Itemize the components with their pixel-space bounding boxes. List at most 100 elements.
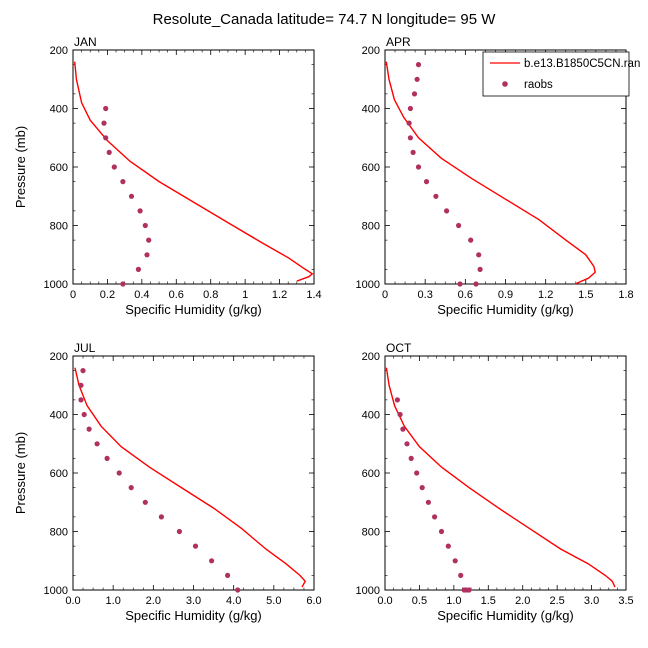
y-tick-label: 800 <box>50 221 68 233</box>
legend-box <box>482 51 630 97</box>
x-tick-label: 0.6 <box>458 289 473 301</box>
obs-point <box>407 135 413 141</box>
x-tick-label: 3.0 <box>186 595 201 607</box>
x-tick-label: 2.0 <box>515 595 530 607</box>
obs-point <box>104 455 110 461</box>
obs-point <box>410 149 416 155</box>
obs-point <box>397 411 403 418</box>
obs-point <box>158 514 164 520</box>
obs-point <box>120 179 126 185</box>
obs-point <box>120 281 126 287</box>
figure-title: Resolute_Canada latitude= 74.7 N longitu… <box>153 11 497 28</box>
y-tick-label: 1000 <box>356 279 380 291</box>
obs-point <box>135 266 141 272</box>
x-tick-label: 0.0 <box>377 595 392 607</box>
y-tick-label: 200 <box>362 351 380 363</box>
y-tick-label: 1000 <box>44 585 68 597</box>
obs-point <box>466 587 472 593</box>
y-tick-label: 600 <box>50 162 68 174</box>
panel-label: JAN <box>74 35 97 49</box>
panel-jan: 0 0.2 0.4 0.6 0.8 1 1.2 1.4 200 400 600 800 1000 JAN S… <box>13 35 322 317</box>
obs-point <box>142 222 148 229</box>
model-series-line <box>385 61 596 284</box>
obs-point <box>111 164 117 170</box>
obs-point <box>400 426 406 432</box>
plot-frame <box>384 355 627 591</box>
obs-point <box>415 62 422 68</box>
x-tick-label: 0 <box>70 289 76 301</box>
panel-oct: 0.0 0.5 1.0 1.5 2.0 2.5 3.0 3.5 200 400 600 800 1000… <box>356 341 634 623</box>
y-tick-label: 600 <box>362 468 380 480</box>
legend-model-label: b.e13.B1850C5CN.ran <box>524 58 640 70</box>
obs-point <box>94 441 100 447</box>
y-tick-label: 400 <box>362 410 380 422</box>
obs-point <box>406 120 412 126</box>
legend: b.e13.B1850C5CN.ran raobs <box>482 51 640 97</box>
panel-label: JUL <box>74 341 96 355</box>
x-tick-label: 1.4 <box>306 289 321 301</box>
obs-point <box>144 252 150 258</box>
obs-point <box>209 558 215 564</box>
x-tick-label: 4.0 <box>226 595 241 607</box>
obs-point <box>394 397 400 403</box>
obs-point <box>86 426 92 432</box>
obs-point <box>445 543 451 549</box>
obs-point <box>103 135 109 141</box>
x-axis-label: Specific Humidity (g/kg) <box>437 302 574 317</box>
obs-point <box>414 76 420 82</box>
x-tick-label: 0.5 <box>412 595 427 607</box>
x-tick-label: 0.4 <box>134 289 149 301</box>
obs-point <box>142 499 148 505</box>
obs-point <box>411 91 418 97</box>
obs-point <box>432 514 438 520</box>
x-axis-label: Specific Humidity (g/kg) <box>125 302 262 317</box>
obs-point <box>116 470 122 476</box>
y-axis-label: Pressure (mb) <box>13 126 28 208</box>
obs-point <box>192 543 199 549</box>
obs-point <box>137 208 143 214</box>
obs-point <box>101 120 107 126</box>
panels: 0 0.2 0.4 0.6 0.8 1 1.2 1.4 200 400 600 800 1000 JAN S… <box>13 35 634 623</box>
obs-point <box>425 499 431 505</box>
model-series-line <box>385 367 616 588</box>
obs-point <box>433 193 439 199</box>
legend-obs-marker <box>502 81 508 87</box>
obs-point <box>415 164 422 170</box>
obs-point <box>128 485 134 491</box>
x-tick-label: 5.0 <box>266 595 281 607</box>
model-series-line <box>74 61 314 282</box>
y-tick-label: 600 <box>362 162 380 174</box>
y-tick-label: 400 <box>50 104 68 116</box>
legend-obs-label: raobs <box>524 79 553 91</box>
x-axis-label: Specific Humidity (g/kg) <box>125 608 262 623</box>
obs-point <box>468 237 474 243</box>
y-tick-label: 400 <box>362 104 380 116</box>
x-tick-label: 0.2 <box>100 289 115 301</box>
x-tick-label: 1.2 <box>538 289 553 301</box>
y-tick-label: 600 <box>50 468 68 480</box>
obs-point <box>404 441 410 447</box>
obs-point <box>408 455 414 461</box>
obs-point <box>103 105 109 112</box>
panel-label: OCT <box>386 341 412 355</box>
obs-point <box>419 485 425 491</box>
y-tick-label: 1000 <box>356 585 380 597</box>
x-tick-label: 0.8 <box>203 289 218 301</box>
x-tick-label: 0.0 <box>65 595 80 607</box>
obs-point <box>473 281 479 287</box>
plot-frame <box>72 355 315 591</box>
obs-point <box>452 558 458 564</box>
obs-point <box>80 368 86 374</box>
obs-point <box>106 149 112 155</box>
y-tick-label: 1000 <box>44 279 68 291</box>
obs-point <box>456 222 462 229</box>
obs-point <box>423 179 430 185</box>
model-series-line <box>74 367 307 588</box>
x-tick-label: 3.0 <box>584 595 599 607</box>
x-tick-label: 1.5 <box>481 595 496 607</box>
obs-point <box>128 193 135 199</box>
obs-point <box>407 105 413 112</box>
panel-label: APR <box>386 35 411 49</box>
plot-frame <box>72 49 315 285</box>
